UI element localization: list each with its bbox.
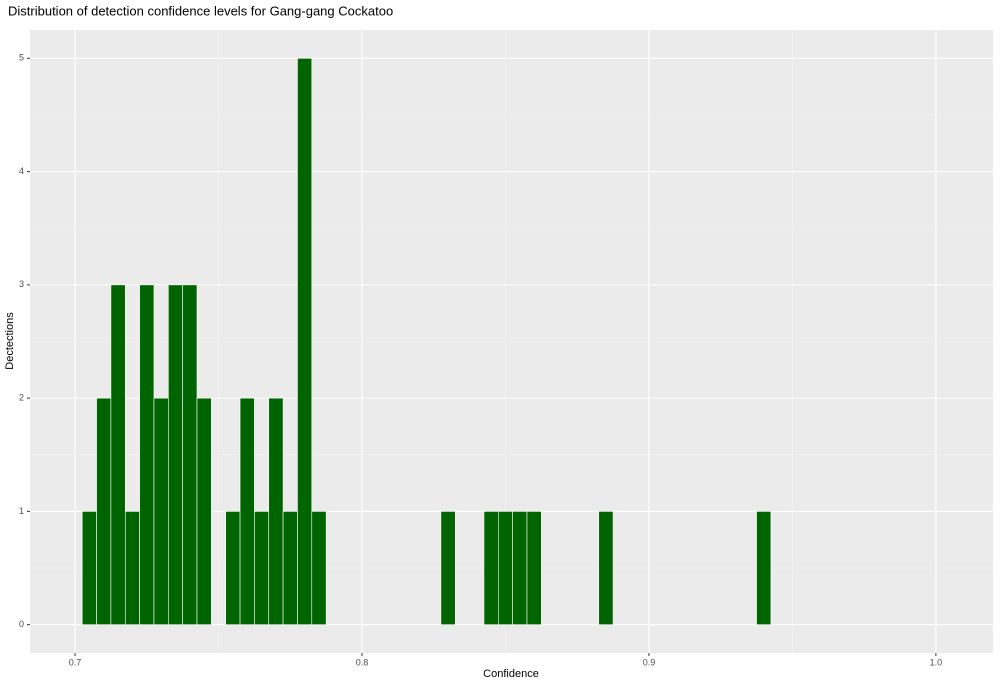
y-tick-label: 2 — [19, 393, 24, 403]
bar — [182, 284, 198, 625]
bar — [81, 511, 97, 625]
bar — [239, 397, 255, 625]
bar — [168, 284, 183, 625]
bar — [512, 511, 528, 625]
bar — [297, 58, 313, 625]
bar — [225, 511, 241, 625]
x-tick-label: 0.7 — [69, 657, 82, 667]
bar — [254, 511, 270, 625]
chart-title: Distribution of detection confidence lev… — [8, 3, 393, 18]
bar — [96, 397, 112, 625]
bar — [756, 511, 772, 625]
bar — [440, 511, 456, 625]
bar — [526, 511, 542, 625]
bar — [124, 511, 140, 625]
bar — [282, 511, 298, 625]
bar — [311, 511, 327, 625]
x-tick-label: 0.8 — [356, 657, 369, 667]
x-tick-label: 1.0 — [930, 657, 943, 667]
bar — [598, 511, 614, 625]
x-axis-label: Confidence — [483, 668, 539, 680]
bar — [139, 284, 155, 625]
y-axis-label: Dectections — [4, 312, 16, 370]
bar — [268, 397, 284, 625]
bar — [483, 511, 499, 625]
bar — [110, 284, 126, 625]
bar — [498, 511, 513, 625]
y-tick-label: 5 — [19, 53, 24, 63]
y-tick-label: 1 — [19, 506, 24, 516]
y-tick-label: 3 — [19, 279, 24, 289]
x-tick-label: 0.9 — [643, 657, 656, 667]
y-tick-label: 0 — [19, 619, 24, 629]
bar — [153, 397, 169, 625]
bar — [196, 397, 212, 625]
y-tick-label: 4 — [19, 166, 24, 176]
